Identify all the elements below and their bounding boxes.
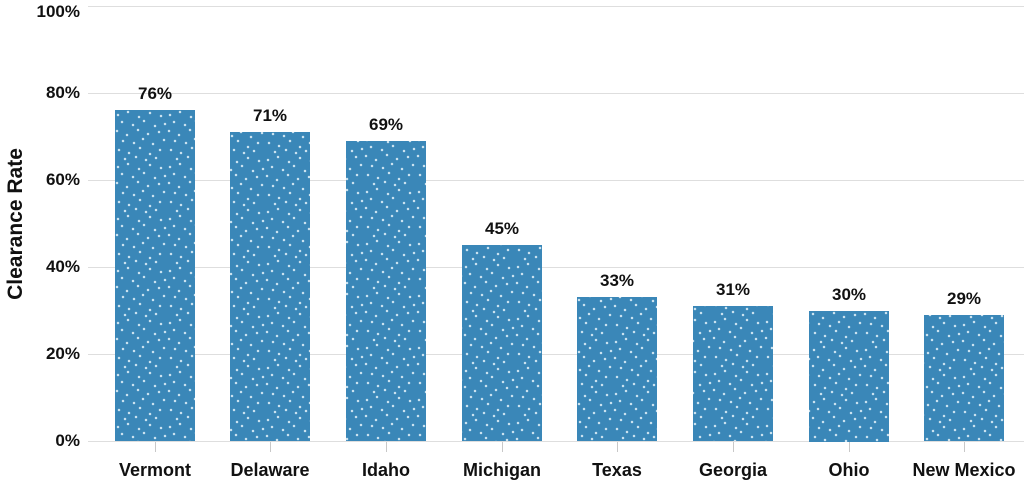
x-tick-label-delaware: Delaware bbox=[230, 460, 310, 480]
x-tick-mark-vermont bbox=[155, 442, 156, 452]
y-tick-label-60pct: 60% bbox=[45, 170, 80, 189]
x-tick-label-vermont: Vermont bbox=[118, 460, 192, 480]
x-tick-label-ohio: Ohio bbox=[828, 460, 870, 480]
bar-value-label-texas: 33% bbox=[599, 271, 635, 290]
x-tick-label-michigan: Michigan bbox=[462, 460, 541, 480]
x-tick-mark-new-mexico bbox=[964, 442, 965, 452]
bar-value-label-vermont: 76% bbox=[137, 84, 173, 103]
gridline-20pct bbox=[88, 354, 1024, 355]
x-tick-mark-ohio bbox=[849, 442, 850, 452]
bar-value-label-georgia: 31% bbox=[715, 280, 751, 299]
bar-vermont bbox=[115, 110, 195, 441]
y-tick-label-20pct: 20% bbox=[45, 344, 80, 363]
bar-idaho bbox=[346, 141, 426, 441]
gridline-60pct bbox=[88, 180, 1024, 181]
bar-value-label-new-mexico: 29% bbox=[946, 289, 982, 308]
x-tick-mark-texas bbox=[617, 442, 618, 452]
bar-value-label-delaware: 71% bbox=[252, 106, 288, 125]
y-tick-label-0pct: 0% bbox=[55, 431, 80, 450]
gridline-0pct bbox=[88, 441, 1024, 442]
y-tick-label-100pct: 100% bbox=[36, 2, 80, 21]
x-tick-label-georgia: Georgia bbox=[698, 460, 768, 480]
bar-value-label-idaho: 69% bbox=[368, 115, 404, 134]
y-tick-label-80pct: 80% bbox=[45, 83, 80, 102]
bar-georgia bbox=[693, 306, 773, 441]
x-tick-mark-michigan bbox=[502, 442, 503, 452]
bar-michigan bbox=[462, 245, 542, 441]
bar-new-mexico bbox=[924, 315, 1004, 441]
x-tick-mark-delaware bbox=[270, 442, 271, 452]
bar-value-label-ohio: 30% bbox=[831, 285, 867, 304]
x-tick-label-texas: Texas bbox=[592, 460, 642, 480]
bar-value-label-michigan: 45% bbox=[484, 219, 520, 238]
bar-delaware bbox=[230, 132, 310, 441]
x-tick-mark-idaho bbox=[386, 442, 387, 452]
gridline-100pct bbox=[88, 6, 1024, 7]
gridline-40pct bbox=[88, 267, 1024, 268]
y-tick-label-40pct: 40% bbox=[45, 257, 80, 276]
x-tick-label-idaho: Idaho bbox=[362, 460, 410, 480]
bar-ohio bbox=[809, 311, 889, 442]
x-tick-label-new-mexico: New Mexico bbox=[912, 460, 1016, 480]
gridline-80pct bbox=[88, 93, 1024, 94]
x-tick-mark-georgia bbox=[733, 442, 734, 452]
bar-texas bbox=[577, 297, 657, 441]
